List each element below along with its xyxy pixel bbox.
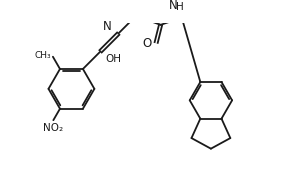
Text: O: O <box>142 37 152 50</box>
Text: NO₂: NO₂ <box>43 123 63 133</box>
Text: N: N <box>102 20 111 33</box>
Text: H: H <box>176 3 184 13</box>
Text: OH: OH <box>105 54 121 64</box>
Text: CH₃: CH₃ <box>34 51 51 60</box>
Text: N: N <box>169 0 177 12</box>
